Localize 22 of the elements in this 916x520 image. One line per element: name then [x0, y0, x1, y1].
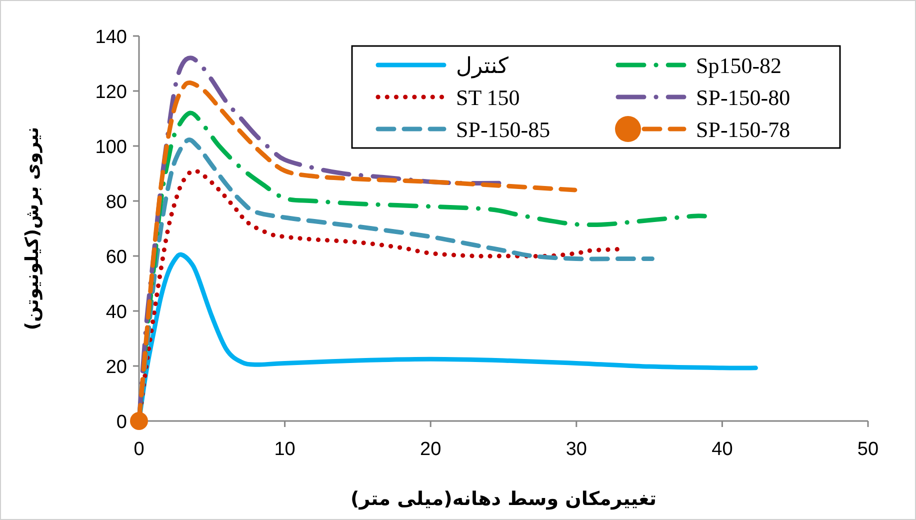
y-tick-label: 60 [106, 247, 127, 268]
x-axis-title: تغییرمکان وسط دهانه(میلی متر) [350, 488, 656, 510]
y-tick-label: 20 [106, 357, 127, 378]
y-axis-title: نیروی برش(کیلونیوتن) [22, 126, 43, 330]
x-tick-label: 40 [712, 439, 733, 460]
y-tick-label: 40 [106, 302, 127, 323]
y-tick-label: 80 [106, 192, 127, 213]
legend-label: SP-150-80 [696, 85, 790, 110]
x-tick-label: 0 [134, 439, 144, 460]
legend-label: Sp150-82 [696, 53, 782, 78]
legend-label: SP-150-78 [696, 117, 790, 142]
y-tick-label: 140 [95, 27, 127, 48]
x-tick-label: 50 [857, 439, 879, 460]
y-tick-label: 100 [95, 137, 127, 158]
x-tick-label: 20 [420, 439, 442, 460]
legend-label: ST 150 [456, 85, 520, 110]
y-tick-label: 0 [116, 412, 127, 433]
legend-label: کنترل [456, 53, 509, 79]
legend-label: SP-150-85 [456, 117, 550, 142]
x-tick-label: 10 [274, 439, 296, 460]
x-tick-label: 30 [566, 439, 587, 460]
y-tick-label: 120 [95, 82, 127, 103]
